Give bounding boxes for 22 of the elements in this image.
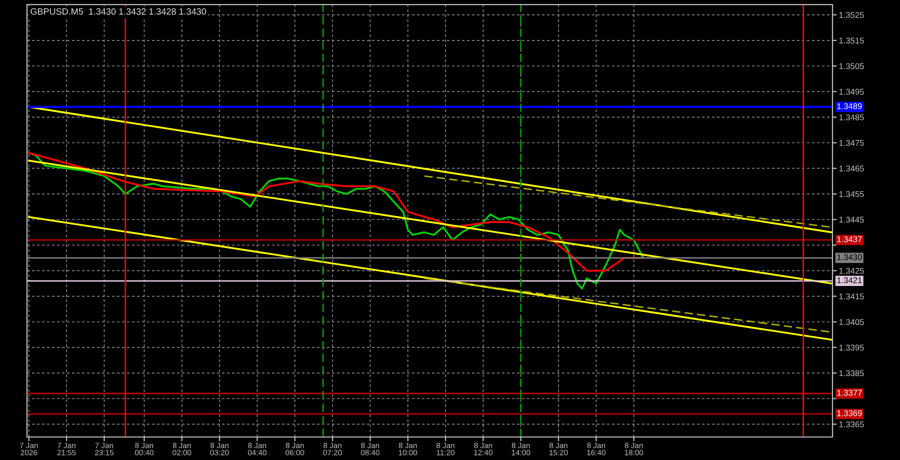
ref-line-label: 1.3377 (837, 390, 862, 396)
ref-line-label: 1.3421 (837, 277, 862, 284)
y-tick-label: 1.3445 (839, 216, 864, 223)
y-tick-label: 1.3425 (839, 268, 864, 274)
y-tick-label: 1.3385 (839, 370, 864, 376)
y-tick-label: 1.3405 (839, 319, 864, 325)
y-tick-label: 1.3495 (839, 88, 864, 95)
y-tick-label: 1.3475 (839, 140, 864, 146)
chart-title: GBPUSD.M5 1.3430 1.3432 1.3428 1.3430 (30, 8, 206, 15)
y-tick-label: 1.3415 (839, 293, 864, 300)
y-tick-label: 1.3485 (839, 114, 864, 120)
y-tick-label: 1.3455 (839, 191, 864, 198)
ref-line-label: 1.3430 (837, 254, 862, 260)
ref-line-label: 1.3369 (837, 410, 862, 416)
ref-line-label: 1.3489 (837, 103, 862, 110)
y-tick-label: 1.3395 (839, 344, 864, 351)
y-tick-label: 1.3365 (839, 421, 864, 428)
y-tick-label: 1.3505 (839, 63, 864, 70)
ref-line-label: 1.3437 (837, 236, 862, 242)
y-tick-label: 1.3515 (839, 38, 864, 44)
y-tick-label: 1.3525 (839, 12, 864, 18)
y-tick-label: 1.3465 (839, 166, 864, 172)
